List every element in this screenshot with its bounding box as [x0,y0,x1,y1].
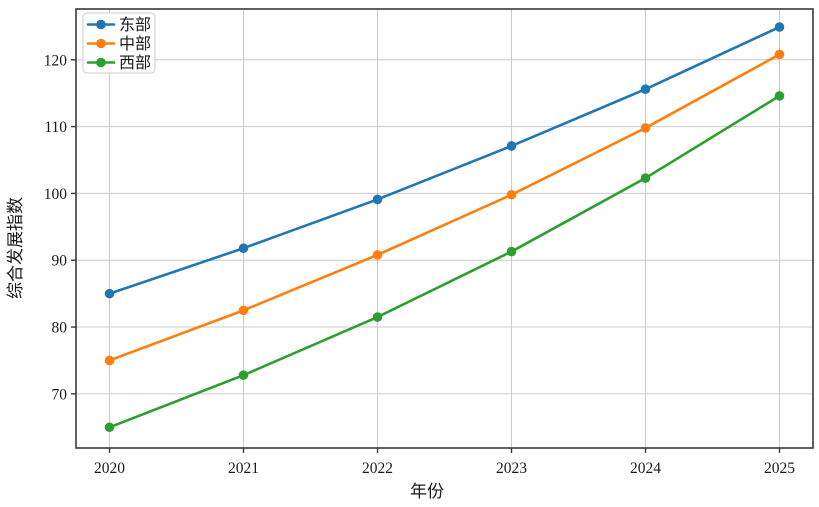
x-tick-label: 2021 [228,460,259,477]
series-marker [640,123,651,133]
series-marker [238,305,249,316]
gridlines [76,9,813,448]
x-axis-title: 年份 [410,482,444,501]
series-line-2 [108,94,781,429]
series-marker [372,250,383,260]
series-marker [238,370,249,380]
y-axis-title: 综合发展指数 [6,197,25,299]
x-tick-label: 2022 [362,460,393,477]
legend-label: 西部 [119,54,151,72]
y-tick-label: 100 [44,186,68,203]
legend-marker [96,57,106,68]
plot-border [75,8,814,449]
series-marker [104,355,115,366]
plot-border-rect [75,8,814,449]
series-marker [372,312,383,322]
x-tick-label: 2020 [94,460,125,477]
series-marker [506,189,517,200]
series-marker [640,84,651,94]
series-marker [506,141,517,151]
series-marker [104,422,115,433]
legend-label: 中部 [119,35,151,53]
data-series [104,22,785,433]
series-marker [372,194,383,205]
legend-label: 东部 [119,16,151,34]
y-tick-label: 120 [44,52,68,69]
series-marker [774,91,785,101]
series-marker [774,22,785,32]
legend-item: 东部 [86,16,151,34]
legend-item: 中部 [86,35,151,53]
y-tick-label: 80 [52,320,68,337]
y-tick-label: 70 [52,386,68,403]
y-tick-label: 110 [44,119,67,136]
axis-ticks [71,59,781,453]
series-marker [238,243,249,254]
tick-labels: 70 80 90 100 110 120 2020 2021 2022 2023 2024 2025 [44,52,796,477]
series-marker [104,288,115,299]
x-tick-label: 2023 [496,460,527,477]
legend-marker [96,19,106,30]
series-marker [774,49,785,60]
y-tick-label: 90 [52,253,68,270]
series-marker [506,246,517,257]
legend-item: 西部 [86,54,151,72]
legend-marker [96,38,106,49]
series-line-1 [108,53,781,362]
x-tick-label: 2025 [764,460,795,477]
series-marker [640,173,651,183]
x-tick-label: 2024 [630,460,661,477]
series-line-0 [108,25,781,295]
